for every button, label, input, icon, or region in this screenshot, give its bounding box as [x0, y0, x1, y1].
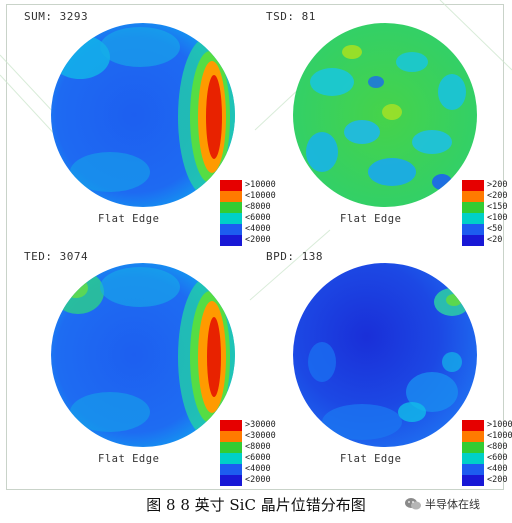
legend-text: <200: [487, 475, 508, 485]
legend-swatch: [220, 180, 242, 191]
legend-item: <800: [462, 442, 512, 453]
flat-edge-label: Flat Edge: [340, 213, 402, 225]
legend-text: <200: [487, 191, 508, 201]
legend-swatch: [462, 213, 484, 224]
flat-edge-label: Flat Edge: [98, 453, 160, 465]
legend-item: <200: [462, 475, 512, 486]
panel-label: SUM: 3293: [24, 10, 89, 23]
legend-swatch: [220, 202, 242, 213]
legend-text: <1000: [487, 431, 512, 441]
legend-text: <400: [487, 464, 508, 474]
wafer-map-bpd: [293, 263, 477, 447]
legend-item: <600: [462, 453, 512, 464]
legend-item: >30000: [220, 420, 276, 431]
legend-text: <30000: [245, 431, 276, 441]
legend-swatch: [462, 180, 484, 191]
legend-item: <2000: [220, 235, 276, 246]
legend-text: <10000: [245, 191, 276, 201]
source-badge: 半导体在线: [404, 496, 480, 512]
legend-item: <100: [462, 213, 507, 224]
legend-text: <8000: [245, 442, 271, 452]
legend-swatch: [462, 224, 484, 235]
legend-swatch: [220, 431, 242, 442]
legend-item: <200: [462, 191, 507, 202]
legend-item: <20: [462, 235, 507, 246]
legend-item: >200: [462, 180, 507, 191]
flat-edge-label: Flat Edge: [98, 213, 160, 225]
legend-swatch: [462, 420, 484, 431]
legend-swatch: [462, 202, 484, 213]
legend-text: <6000: [245, 453, 271, 463]
legend-item: <6000: [220, 213, 276, 224]
legend-item: <150: [462, 202, 507, 213]
legend-item: <4000: [220, 224, 276, 235]
legend-text: >200: [487, 180, 508, 190]
legend-swatch: [462, 453, 484, 464]
panel-bpd: BPD: 138 Flat Edge >1000 <1000 <800 <600…: [262, 248, 512, 488]
legend-ted: >30000 <30000 <8000 <6000 <4000 <2000: [220, 420, 276, 486]
legend-swatch: [220, 464, 242, 475]
wafer-map-ted: [51, 263, 235, 447]
panel-label: BPD: 138: [266, 250, 323, 263]
legend-text: <4000: [245, 224, 271, 234]
legend-swatch: [462, 475, 484, 486]
wafer-map-sum: [51, 23, 235, 207]
flat-edge-label: Flat Edge: [340, 453, 402, 465]
panel-label: TSD: 81: [266, 10, 316, 23]
legend-text: <4000: [245, 464, 271, 474]
legend-text: <100: [487, 213, 508, 223]
legend-swatch: [220, 475, 242, 486]
legend-item: <8000: [220, 442, 276, 453]
panel-label: TED: 3074: [24, 250, 89, 263]
legend-item: >10000: [220, 180, 276, 191]
legend-item: <6000: [220, 453, 276, 464]
wafer-map-tsd: [293, 23, 477, 207]
wechat-icon: [405, 498, 421, 510]
legend-item: <8000: [220, 202, 276, 213]
legend-item: <4000: [220, 464, 276, 475]
figure-caption: 图 8 8 英寸 SiC 晶片位错分布图: [146, 496, 366, 514]
legend-swatch: [220, 213, 242, 224]
legend-bpd: >1000 <1000 <800 <600 <400 <200: [462, 420, 512, 486]
legend-text: <8000: [245, 202, 271, 212]
legend-item: <2000: [220, 475, 276, 486]
legend-swatch: [462, 191, 484, 202]
legend-text: <20: [487, 235, 503, 245]
legend-item: <10000: [220, 191, 276, 202]
legend-item: >1000: [462, 420, 512, 431]
legend-text: <150: [487, 202, 508, 212]
panel-sum: SUM: 3293 Flat Edge >10000 <10000 <8000 …: [20, 8, 276, 248]
legend-text: <6000: [245, 213, 271, 223]
legend-swatch: [220, 235, 242, 246]
legend-swatch: [462, 431, 484, 442]
legend-text: >10000: [245, 180, 276, 190]
legend-sum: >10000 <10000 <8000 <6000 <4000 <2000: [220, 180, 276, 246]
legend-swatch: [220, 420, 242, 431]
legend-item: <1000: [462, 431, 512, 442]
legend-text: <50: [487, 224, 503, 234]
panel-tsd: TSD: 81 Flat Edge >200 <200 <150: [262, 8, 507, 248]
legend-item: <30000: [220, 431, 276, 442]
legend-text: <2000: [245, 235, 271, 245]
legend-swatch: [220, 442, 242, 453]
legend-text: >1000: [487, 420, 512, 430]
legend-tsd: >200 <200 <150 <100 <50 <20: [462, 180, 507, 246]
legend-swatch: [220, 224, 242, 235]
legend-swatch: [220, 191, 242, 202]
legend-swatch: [220, 453, 242, 464]
legend-text: <600: [487, 453, 508, 463]
legend-item: <50: [462, 224, 507, 235]
source-text: 半导体在线: [425, 498, 480, 511]
legend-text: <2000: [245, 475, 271, 485]
legend-swatch: [462, 464, 484, 475]
panel-ted: TED: 3074 Flat Edge >30000 <30000 <8000 …: [20, 248, 276, 488]
legend-text: <800: [487, 442, 508, 452]
legend-item: <400: [462, 464, 512, 475]
legend-text: >30000: [245, 420, 276, 430]
legend-swatch: [462, 235, 484, 246]
legend-swatch: [462, 442, 484, 453]
